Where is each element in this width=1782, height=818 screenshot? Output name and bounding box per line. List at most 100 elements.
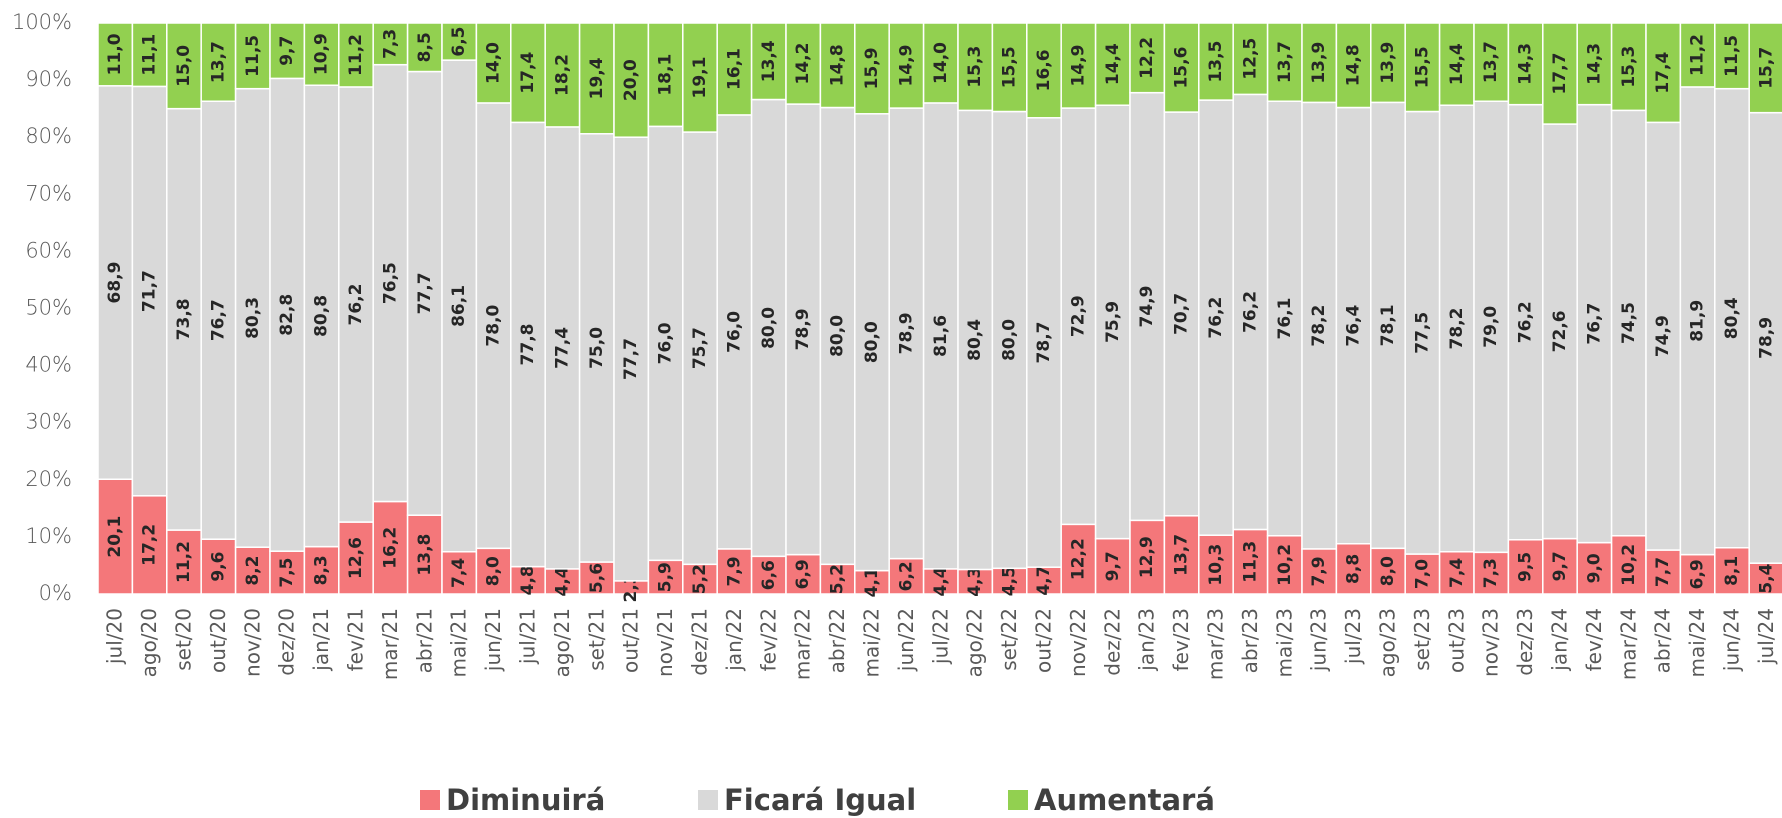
bar-segment xyxy=(1645,121,1682,551)
y-tick-label: 50% xyxy=(25,296,72,320)
bar-segment xyxy=(1542,123,1578,540)
value-label: 9,7 xyxy=(1550,551,1570,581)
bar-segment xyxy=(234,546,271,595)
value-label: 68,9 xyxy=(105,262,125,304)
value-label: 12,5 xyxy=(1240,38,1260,80)
value-label: 4,4 xyxy=(931,566,951,596)
x-tick-label: mai/22 xyxy=(860,608,884,677)
bar-segment xyxy=(1610,109,1647,537)
value-label: 70,7 xyxy=(1172,293,1192,335)
value-label: 76,0 xyxy=(724,311,744,353)
value-label: 77,4 xyxy=(552,327,572,369)
bar-segment xyxy=(1404,22,1441,113)
bar-segment xyxy=(922,22,959,104)
value-label: 76,7 xyxy=(1584,303,1604,345)
value-label: 14,0 xyxy=(484,42,504,84)
value-label: 4,8 xyxy=(518,565,538,595)
y-tick-label: 100% xyxy=(12,10,72,34)
bar-segment xyxy=(406,70,443,516)
bar-segment xyxy=(682,22,718,133)
value-label: 17,7 xyxy=(1550,53,1570,95)
value-label: 72,9 xyxy=(1068,295,1088,337)
bar-segment xyxy=(200,538,237,595)
x-tick-label: ago/23 xyxy=(1376,608,1400,677)
value-label: 11,2 xyxy=(1688,34,1708,76)
bar-segment xyxy=(1714,22,1750,90)
value-label: 78,9 xyxy=(793,308,813,350)
bar-segment xyxy=(303,545,340,595)
bar-segment xyxy=(1163,22,1200,113)
bar-segment xyxy=(1748,562,1782,595)
bar-segment xyxy=(1576,541,1613,595)
x-tick-label: nov/20 xyxy=(240,608,264,677)
bar-segment xyxy=(1610,535,1647,595)
bar-segment xyxy=(1576,22,1613,106)
bar-segment xyxy=(97,478,134,595)
bar-segment xyxy=(991,110,1028,570)
value-label: 6,2 xyxy=(896,561,916,591)
bar-segment xyxy=(166,22,202,110)
value-label: 86,1 xyxy=(449,285,469,327)
value-label: 76,2 xyxy=(1206,297,1226,339)
x-tick-label: dez/21 xyxy=(688,608,712,676)
value-label: 77,5 xyxy=(1412,312,1432,354)
x-tick-label: fev/22 xyxy=(756,608,780,671)
value-label: 13,8 xyxy=(415,534,435,576)
value-label: 14,4 xyxy=(1447,43,1467,85)
value-label: 8,1 xyxy=(1722,556,1742,586)
value-label: 78,9 xyxy=(896,312,916,354)
value-label: 75,0 xyxy=(587,327,607,369)
bar-segment xyxy=(1198,99,1234,536)
bar-segment xyxy=(1094,22,1131,106)
value-label: 15,9 xyxy=(862,47,882,89)
bar-segment xyxy=(888,107,925,560)
y-tick-label: 70% xyxy=(25,181,72,205)
x-tick-label: mai/24 xyxy=(1685,608,1709,677)
value-label: 14,9 xyxy=(1068,45,1088,87)
value-label: 11,5 xyxy=(243,35,263,77)
value-label: 76,2 xyxy=(1516,301,1536,343)
bar-segment xyxy=(200,22,237,102)
x-tick-label: jun/23 xyxy=(1307,608,1331,672)
value-label: 80,3 xyxy=(243,297,263,339)
legend-label: Aumentará xyxy=(1034,783,1215,817)
value-label: 75,7 xyxy=(690,327,710,369)
bar-segment xyxy=(922,568,959,595)
value-label: 16,6 xyxy=(1034,49,1054,91)
x-tick-label: jan/22 xyxy=(722,608,746,672)
x-tick-label: mai/23 xyxy=(1272,608,1296,677)
value-label: 5,9 xyxy=(656,562,676,592)
value-label: 15,7 xyxy=(1756,47,1776,89)
value-label: 5,4 xyxy=(1756,563,1776,593)
x-tick-label: jan/23 xyxy=(1135,608,1159,672)
x-tick-label: dez/23 xyxy=(1513,608,1537,676)
value-label: 73,8 xyxy=(174,298,194,340)
bar-segment xyxy=(1129,91,1166,522)
bar-segment xyxy=(1473,100,1510,554)
value-label: 6,9 xyxy=(1688,559,1708,589)
value-label: 12,2 xyxy=(1068,538,1088,580)
bar-segment xyxy=(510,121,546,568)
value-label: 11,2 xyxy=(346,34,366,76)
bar-segment xyxy=(1748,22,1782,114)
y-tick-label: 0% xyxy=(39,581,72,605)
value-label: 5,2 xyxy=(828,564,848,594)
value-label: 7,0 xyxy=(1412,559,1432,589)
value-label: 13,9 xyxy=(1309,42,1329,84)
value-label: 80,8 xyxy=(312,295,332,337)
value-label: 20,1 xyxy=(105,516,125,558)
bar-segment xyxy=(647,125,684,562)
value-label: 16,1 xyxy=(724,48,744,90)
bar-segment xyxy=(750,22,787,101)
value-label: 11,5 xyxy=(1722,35,1742,77)
x-tick-label: out/21 xyxy=(619,608,643,673)
value-label: 5,2 xyxy=(690,564,710,594)
x-tick-label: nov/21 xyxy=(653,608,677,677)
value-label: 4,4 xyxy=(552,566,572,596)
x-tick-label: jul/21 xyxy=(516,608,540,665)
x-tick-label: set/21 xyxy=(584,608,608,671)
value-label: 11,0 xyxy=(105,33,125,75)
value-label: 80,0 xyxy=(1000,319,1020,361)
x-tick-label: set/22 xyxy=(997,608,1021,671)
